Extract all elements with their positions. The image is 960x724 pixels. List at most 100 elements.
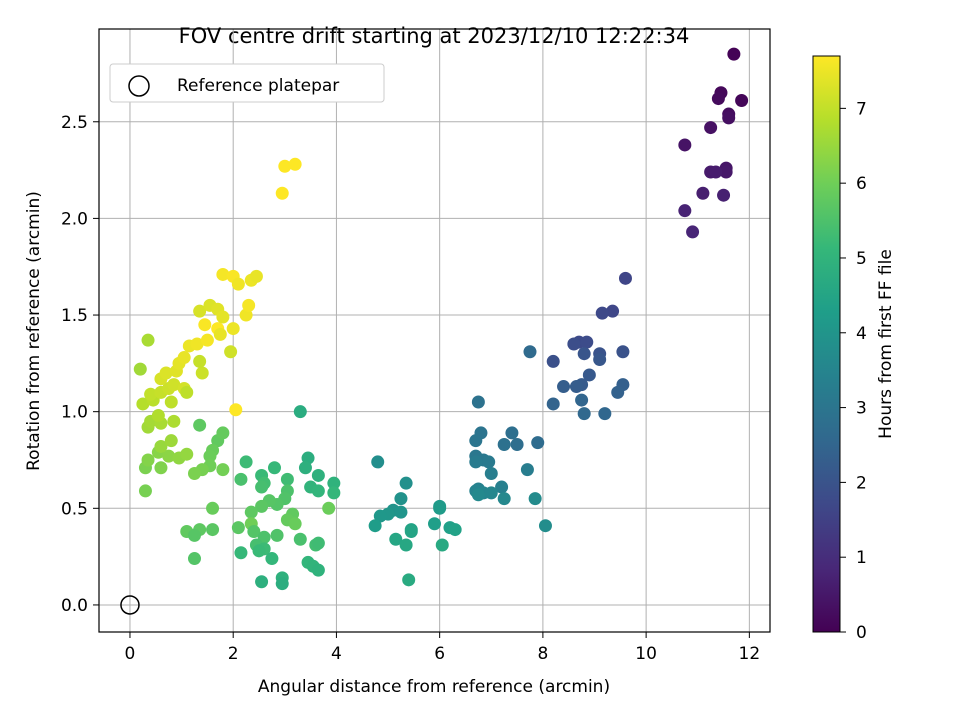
x-tick-label: 12 (739, 644, 761, 664)
colorbar: 0 1 2 3 4 5 6 7 Hours from first FF file (812, 55, 896, 643)
data-point (686, 225, 700, 239)
data-point (270, 528, 284, 542)
data-point (394, 505, 408, 519)
data-point (216, 267, 230, 281)
data-point (595, 306, 609, 320)
data-point (402, 573, 416, 587)
data-point (469, 455, 483, 469)
data-point (717, 188, 731, 202)
data-point (497, 438, 511, 452)
data-point (255, 480, 269, 494)
y-tick-label: 2.5 (61, 113, 88, 133)
data-point (133, 362, 147, 376)
data-point (404, 525, 418, 538)
data-point (293, 405, 307, 419)
data-point (167, 378, 181, 392)
data-point (141, 333, 155, 347)
data-point (546, 354, 560, 368)
data-point (569, 380, 583, 394)
data-point (368, 519, 382, 533)
data-point (255, 575, 269, 589)
data-point (190, 337, 204, 351)
data-point (696, 186, 710, 200)
data-point (399, 476, 413, 490)
data-point (193, 304, 207, 318)
x-tick-label: 2 (228, 644, 239, 664)
colorbar-tick-label: 1 (856, 548, 867, 568)
data-point (242, 298, 256, 312)
data-point (234, 546, 248, 560)
y-axis-ticks: 0.0 0.5 1.0 1.5 2.0 2.5 (61, 113, 99, 616)
plot-frame (98, 28, 771, 633)
legend: Reference platepar (109, 63, 385, 103)
data-point (216, 310, 230, 324)
data-point (484, 467, 498, 481)
data-point (164, 395, 178, 409)
data-point (704, 121, 718, 135)
x-axis-ticks: 0 2 4 6 8 10 12 (125, 632, 761, 664)
data-point (611, 385, 625, 399)
data-point (528, 492, 542, 506)
data-point (187, 467, 201, 481)
data-point (180, 385, 194, 399)
data-point (520, 463, 534, 477)
data-point (531, 436, 545, 450)
data-point (575, 393, 589, 407)
colorbar-tick-label: 3 (856, 399, 867, 419)
x-tick-label: 6 (434, 644, 445, 664)
data-points (133, 47, 749, 591)
data-point (203, 449, 217, 463)
data-point (582, 368, 596, 382)
data-point (164, 434, 178, 448)
data-point (195, 366, 209, 380)
y-tick-label: 0.5 (61, 499, 88, 519)
y-tick-label: 2.0 (61, 209, 88, 229)
data-point (252, 544, 266, 558)
data-point (711, 92, 725, 106)
data-point (327, 476, 341, 490)
data-point (616, 345, 630, 359)
data-point (311, 468, 325, 482)
data-point (727, 47, 741, 61)
data-point (216, 463, 230, 477)
legend-label: Reference platepar (177, 76, 339, 96)
data-point (193, 354, 207, 368)
x-tick-label: 8 (537, 644, 548, 664)
data-point (162, 449, 176, 463)
data-point (322, 501, 336, 515)
data-point (206, 523, 220, 537)
colorbar-gradient (812, 55, 841, 633)
x-tick-label: 10 (635, 644, 657, 664)
data-point (278, 159, 292, 173)
legend-box (109, 63, 385, 103)
data-point (448, 523, 462, 537)
data-point (546, 397, 560, 411)
data-point (206, 501, 220, 515)
data-point (709, 165, 723, 179)
y-tick-label: 1.0 (61, 403, 88, 423)
data-point (719, 165, 733, 179)
data-point (373, 509, 387, 523)
data-point (495, 480, 509, 494)
data-point (471, 488, 485, 502)
colorbar-tick-label: 7 (856, 99, 867, 119)
data-point (618, 271, 632, 285)
data-point (231, 521, 245, 535)
data-point (371, 455, 385, 469)
data-point (226, 322, 240, 336)
data-point (389, 532, 403, 546)
data-point (678, 204, 692, 218)
data-point (288, 157, 302, 171)
data-point (311, 563, 325, 577)
data-point (293, 532, 307, 546)
data-point (722, 111, 736, 125)
data-point (247, 525, 261, 538)
data-point (249, 269, 263, 283)
data-point (151, 409, 165, 423)
data-point (180, 447, 194, 461)
data-point (557, 380, 571, 394)
data-point (229, 403, 243, 417)
data-point (327, 486, 341, 500)
colorbar-tick-label: 2 (856, 473, 867, 493)
